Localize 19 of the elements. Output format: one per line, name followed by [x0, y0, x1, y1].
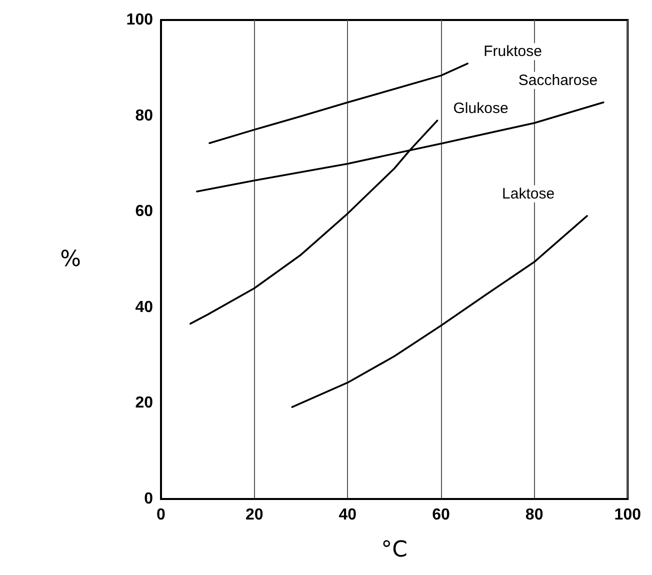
x-axis-title: °C	[381, 538, 408, 562]
series-label: Fruktose	[484, 43, 542, 60]
x-tick-label: 0	[156, 506, 166, 524]
line-series	[291, 215, 588, 408]
y-tick-label: 0	[144, 490, 154, 508]
y-tick-label: 60	[135, 203, 154, 220]
y-axis-title: %	[60, 247, 81, 272]
y-tick-label: 40	[135, 298, 154, 316]
y-tick-label: 80	[135, 107, 154, 124]
series-label: Saccharose	[518, 72, 598, 89]
x-tick-label: 80	[525, 506, 544, 524]
series-label: Glukose	[453, 100, 508, 118]
x-tick-label: 100	[614, 506, 642, 524]
x-tick-label: 60	[432, 506, 450, 524]
y-tick-label: 100	[126, 12, 154, 28]
x-tick-label: 20	[245, 506, 264, 524]
x-tick-label: 40	[338, 506, 357, 524]
text: Laktose	[502, 185, 555, 202]
y-tick-label: 20	[135, 394, 154, 412]
